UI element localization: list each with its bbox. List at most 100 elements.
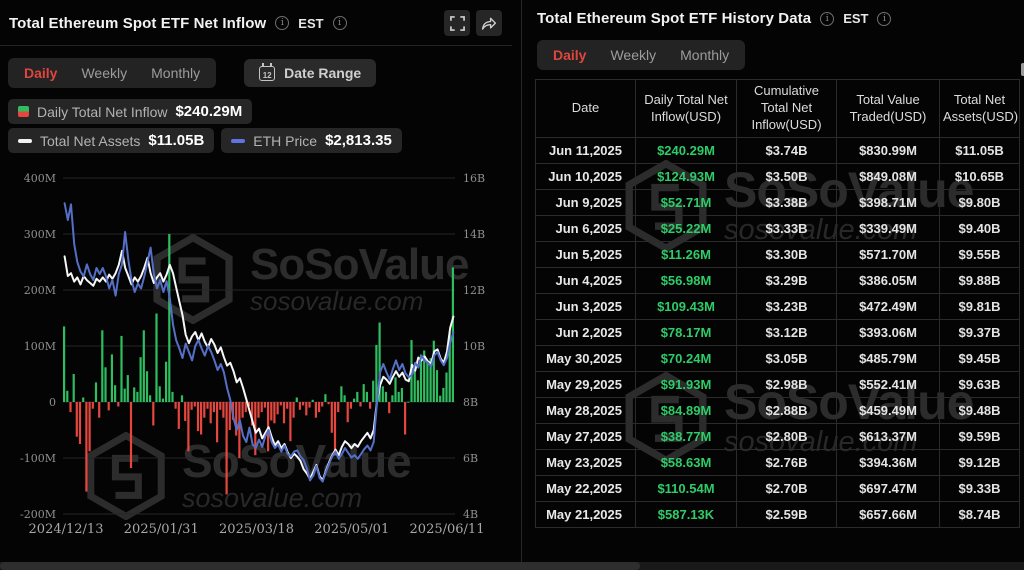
net-assets-cell: $9.45B xyxy=(939,345,1020,372)
timezone-label: EST xyxy=(843,11,869,26)
svg-text:-200M: -200M xyxy=(20,508,56,521)
bar-series-swatch-icon xyxy=(18,106,29,117)
daily-inflow-cell: $11.26M xyxy=(635,241,737,268)
legend-daily-net-inflow[interactable]: Daily Total Net Inflow $240.29M xyxy=(8,99,253,124)
net-inflow-chart[interactable]: 400M 16B 300M 14B 200M 12B 100M 10B 0 8B -100M 6B -2… xyxy=(0,157,512,549)
daily-inflow-cell: $110.54M xyxy=(635,475,737,502)
calendar-icon: 12 xyxy=(259,62,276,81)
interval-tabs: Daily Weekly Monthly xyxy=(537,40,746,70)
cumulative-inflow-cell: $3.33B xyxy=(736,215,837,242)
date-cell: Jun 11,2025 xyxy=(535,137,636,164)
daily-inflow-cell: $52.71M xyxy=(635,189,737,216)
share-button[interactable] xyxy=(476,10,502,36)
date-range-button[interactable]: 12 Date Range xyxy=(244,59,377,87)
date-cell: Jun 10,2025 xyxy=(535,163,636,190)
daily-inflow-cell: $56.98M xyxy=(635,267,737,294)
date-cell: Jun 3,2025 xyxy=(535,293,636,320)
svg-text:16B: 16B xyxy=(463,172,485,185)
cumulative-inflow-cell: $3.30B xyxy=(736,241,837,268)
col-daily-inflow: Daily Total Net Inflow(USD) xyxy=(635,79,737,138)
date-cell: Jun 9,2025 xyxy=(535,189,636,216)
table-row: May 28,2025 $84.89M $2.88B $459.49M $9.48B xyxy=(535,397,1020,424)
horizontal-scrollbar[interactable] xyxy=(0,562,1024,570)
cumulative-inflow-cell: $2.76B xyxy=(736,449,837,476)
svg-text:2025/01/31: 2025/01/31 xyxy=(124,522,199,537)
history-table: Date Daily Total Net Inflow(USD) Cumulat… xyxy=(535,79,1020,528)
tab-monthly[interactable]: Monthly xyxy=(680,47,730,63)
fullscreen-button[interactable] xyxy=(444,10,470,36)
panel-title: Total Ethereum Spot ETF Net Inflow xyxy=(9,14,267,32)
legend-value: $11.05B xyxy=(148,132,205,149)
cumulative-inflow-cell: $3.50B xyxy=(736,163,837,190)
table-row: Jun 4,2025 $56.98M $3.29B $386.05M $9.88B xyxy=(535,267,1020,294)
date-cell: May 23,2025 xyxy=(535,449,636,476)
col-cumulative-inflow: Cumulative Total Net Inflow(USD) xyxy=(736,79,837,138)
cumulative-inflow-cell: $2.59B xyxy=(736,501,837,528)
value-traded-cell: $849.08M xyxy=(836,163,940,190)
value-traded-cell: $339.49M xyxy=(836,215,940,242)
svg-text:100M: 100M xyxy=(24,340,56,353)
daily-inflow-cell: $70.24M xyxy=(635,345,737,372)
net-assets-cell: $9.63B xyxy=(939,371,1020,398)
cumulative-inflow-cell: $2.88B xyxy=(736,397,837,424)
net-assets-cell: $9.81B xyxy=(939,293,1020,320)
daily-inflow-cell: $91.93M xyxy=(635,371,737,398)
cumulative-inflow-cell: $3.12B xyxy=(736,319,837,346)
date-cell: May 28,2025 xyxy=(535,397,636,424)
cumulative-inflow-cell: $2.70B xyxy=(736,475,837,502)
legend-eth-price[interactable]: ETH Price $2,813.35 xyxy=(221,128,402,153)
net-assets-cell: $11.05B xyxy=(939,137,1020,164)
value-traded-cell: $393.06M xyxy=(836,319,940,346)
tab-monthly[interactable]: Monthly xyxy=(151,65,201,81)
legend-value: $2,813.35 xyxy=(325,132,392,149)
table-row: Jun 5,2025 $11.26M $3.30B $571.70M $9.55B xyxy=(535,241,1020,268)
col-value-traded: Total Value Traded(USD) xyxy=(836,79,940,138)
value-traded-cell: $485.79M xyxy=(836,345,940,372)
net-assets-cell: $9.55B xyxy=(939,241,1020,268)
download-icon-partial[interactable] xyxy=(1021,63,1024,76)
daily-inflow-cell: $240.29M xyxy=(635,137,737,164)
svg-text:200M: 200M xyxy=(24,284,56,297)
date-cell: Jun 5,2025 xyxy=(535,241,636,268)
info-icon[interactable]: i xyxy=(332,16,347,30)
tab-weekly[interactable]: Weekly xyxy=(81,65,128,81)
net-assets-cell: $9.12B xyxy=(939,449,1020,476)
svg-text:2025/06/11: 2025/06/11 xyxy=(410,522,485,537)
info-icon[interactable]: i xyxy=(275,16,290,30)
svg-text:300M: 300M xyxy=(24,228,56,241)
net-assets-cell: $9.48B xyxy=(939,397,1020,424)
tab-daily[interactable]: Daily xyxy=(24,65,58,81)
daily-inflow-cell: $25.22M xyxy=(635,215,737,242)
svg-text:2025/03/18: 2025/03/18 xyxy=(219,522,294,537)
daily-inflow-cell: $78.17M xyxy=(635,319,737,346)
value-traded-cell: $472.49M xyxy=(836,293,940,320)
net-assets-cell: $9.37B xyxy=(939,319,1020,346)
interval-tabs: Daily Weekly Monthly xyxy=(8,58,217,88)
date-cell: Jun 4,2025 xyxy=(535,267,636,294)
col-date: Date xyxy=(535,79,636,138)
assets-line-swatch-icon xyxy=(18,138,32,143)
tab-daily[interactable]: Daily xyxy=(553,47,587,63)
value-traded-cell: $386.05M xyxy=(836,267,940,294)
legend-label: Total Net Assets xyxy=(40,132,141,149)
chart-legend: Daily Total Net Inflow $240.29M Total Ne… xyxy=(0,88,512,153)
cumulative-inflow-cell: $3.23B xyxy=(736,293,837,320)
info-icon[interactable]: i xyxy=(820,11,835,26)
date-range-label: Date Range xyxy=(284,65,362,81)
date-cell: May 21,2025 xyxy=(535,501,636,528)
net-assets-cell: $9.33B xyxy=(939,475,1020,502)
cumulative-inflow-cell: $2.80B xyxy=(736,423,837,450)
net-assets-cell: $9.80B xyxy=(939,189,1020,216)
table-row: May 27,2025 $38.77M $2.80B $613.37M $9.59B xyxy=(535,423,1020,450)
net-assets-cell: $8.74B xyxy=(939,501,1020,528)
date-cell: Jun 2,2025 xyxy=(535,319,636,346)
cumulative-inflow-cell: $2.98B xyxy=(736,371,837,398)
legend-total-net-assets[interactable]: Total Net Assets $11.05B xyxy=(8,128,215,153)
tab-weekly[interactable]: Weekly xyxy=(610,47,657,63)
info-icon[interactable]: i xyxy=(877,11,892,26)
value-traded-cell: $394.36M xyxy=(836,449,940,476)
table-row: May 29,2025 $91.93M $2.98B $552.41M $9.63B xyxy=(535,371,1020,398)
svg-text:-100M: -100M xyxy=(20,452,56,465)
scrollbar-thumb[interactable] xyxy=(0,562,640,570)
svg-text:400M: 400M xyxy=(24,172,56,185)
